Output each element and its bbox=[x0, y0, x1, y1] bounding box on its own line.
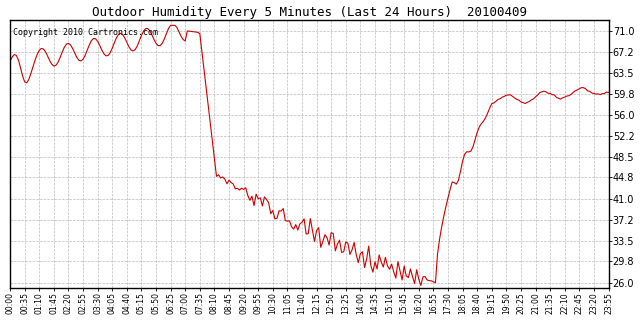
Text: Copyright 2010 Cartronics.com: Copyright 2010 Cartronics.com bbox=[13, 28, 158, 37]
Title: Outdoor Humidity Every 5 Minutes (Last 24 Hours)  20100409: Outdoor Humidity Every 5 Minutes (Last 2… bbox=[92, 5, 527, 19]
